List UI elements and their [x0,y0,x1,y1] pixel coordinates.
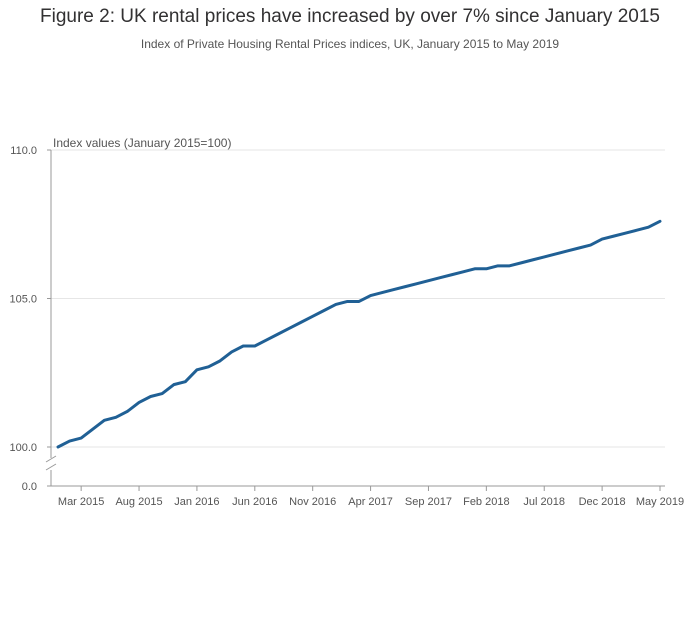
data-point[interactable] [403,285,407,289]
data-point[interactable] [345,299,349,303]
data-point[interactable] [369,294,373,298]
data-point[interactable] [322,308,326,312]
data-point[interactable] [461,270,465,274]
data-point[interactable] [172,383,176,387]
data-point[interactable] [565,249,569,253]
chart-title: Figure 2: UK rental prices have increase… [40,6,660,27]
data-point[interactable] [68,439,72,443]
data-point[interactable] [658,219,662,223]
data-point[interactable] [508,264,512,268]
data-point[interactable] [392,288,396,292]
x-tick-label: May 2019 [636,496,684,508]
x-tick-label: Dec 2018 [579,496,626,508]
data-point[interactable] [288,326,292,330]
x-tick-label: Nov 2016 [289,496,336,508]
data-point[interactable] [56,445,60,449]
series-line [56,219,662,449]
data-point[interactable] [415,282,419,286]
data-point[interactable] [542,255,546,259]
x-tick-label: Mar 2015 [58,496,104,508]
data-point[interactable] [149,395,153,399]
data-point[interactable] [496,264,500,268]
axis-break-icon [45,455,57,471]
data-point[interactable] [241,344,245,348]
y-tick-label: 110.0 [10,145,37,157]
data-point[interactable] [195,368,199,372]
data-point[interactable] [357,299,361,303]
data-point[interactable] [519,261,523,265]
data-point[interactable] [589,243,593,247]
data-point[interactable] [334,302,338,306]
data-point[interactable] [299,320,303,324]
x-tick-label: Jan 2016 [174,496,219,508]
data-point[interactable] [125,409,129,413]
data-point[interactable] [91,427,95,431]
data-point[interactable] [253,344,257,348]
data-point[interactable] [230,350,234,354]
y-axis-title: Index values (January 2015=100) [53,136,231,150]
data-point[interactable] [473,267,477,271]
x-tick-label: Feb 2018 [463,496,509,508]
x-tick-label: Jul 2018 [523,496,565,508]
y-tick-label: 100.0 [9,442,37,454]
data-point[interactable] [484,267,488,271]
y-tick-label: 105.0 [9,294,37,306]
data-point[interactable] [635,228,639,232]
data-point[interactable] [311,314,315,318]
data-point[interactable] [207,365,211,369]
data-point[interactable] [646,225,650,229]
data-point[interactable] [276,332,280,336]
data-point[interactable] [183,380,187,384]
data-point[interactable] [438,276,442,280]
data-point[interactable] [380,291,384,295]
data-point[interactable] [160,392,164,396]
x-tick-label: Sep 2017 [405,496,452,508]
data-point[interactable] [137,400,141,404]
data-point[interactable] [426,279,430,283]
x-tick-label: Apr 2017 [348,496,393,508]
x-tick-label: Jun 2016 [232,496,277,508]
data-point[interactable] [79,436,83,440]
x-tick-label: Aug 2015 [115,496,162,508]
data-point[interactable] [577,246,581,250]
data-point[interactable] [114,415,118,419]
data-point[interactable] [102,418,106,422]
data-point[interactable] [264,338,268,342]
data-point[interactable] [554,252,558,256]
data-point[interactable] [218,359,222,363]
data-point[interactable] [623,231,627,235]
data-point[interactable] [612,234,616,238]
data-point[interactable] [531,258,535,262]
y-tick-label: 0.0 [22,481,37,493]
axis-break-gap [46,458,56,470]
data-point[interactable] [600,237,604,241]
chart-subtitle: Index of Private Housing Rental Prices i… [140,37,560,51]
data-point[interactable] [450,273,454,277]
